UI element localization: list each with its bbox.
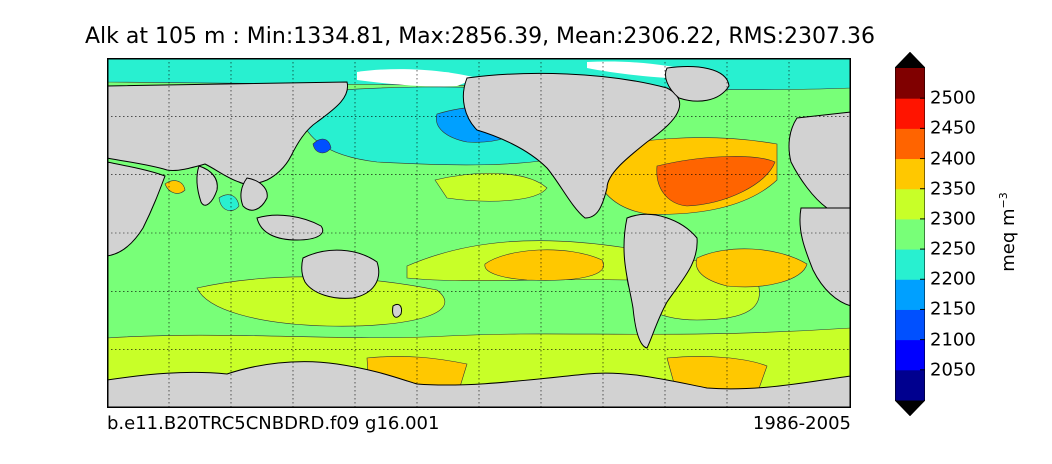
land-maritime-continent	[256, 214, 324, 241]
colorbar-tick-label: 2350	[930, 178, 976, 200]
colorbar-frame	[895, 52, 925, 416]
colorbar-tick-label: 2400	[930, 148, 976, 170]
land-india	[196, 165, 218, 206]
north-atlantic-2400	[656, 156, 776, 207]
colorbar-segment	[895, 369, 925, 401]
units-exponent: −3	[997, 192, 1010, 209]
colorbar-extend-max	[895, 52, 925, 68]
colorbar-tick-label: 2500	[930, 87, 976, 109]
colorbar-segment	[895, 128, 925, 160]
world-map	[107, 58, 851, 408]
land-north-america	[462, 72, 681, 219]
colorbar-tick-label: 2150	[930, 298, 976, 320]
colorbar-segment	[895, 339, 925, 371]
gridlines	[107, 58, 851, 408]
japan-sea-2100	[312, 138, 332, 154]
north-pacific-2300	[434, 173, 548, 202]
colorbar-tick-label: 2050	[930, 359, 976, 381]
land-greenland	[665, 66, 730, 102]
land-antarctica	[107, 361, 851, 408]
colorbar-segment	[895, 279, 925, 310]
colorbar-units: meq m−3	[997, 192, 1019, 272]
colorbar-tick-label: 2250	[930, 238, 976, 260]
colorbar-segment	[895, 98, 925, 129]
colorbar-tick-label: 2450	[930, 117, 976, 139]
ice-missing-1	[357, 69, 477, 87]
colorbar-segment	[895, 249, 925, 280]
land-australia	[301, 249, 380, 299]
colorbar	[895, 52, 925, 416]
colorbar-segment	[895, 68, 925, 99]
land-southeast-asia	[240, 177, 268, 211]
south-atlantic-2350	[695, 248, 808, 288]
colorbar-tick-label: 2100	[930, 329, 976, 351]
map-panel	[107, 58, 851, 408]
date-range: 1986-2005	[752, 413, 851, 434]
units-base: meq m	[998, 208, 1019, 272]
colorbar-tick-label: 2300	[930, 208, 976, 230]
colorbar-segment	[895, 158, 925, 190]
map-title: Alk at 105 m : Min:1334.81, Max:2856.39,…	[84, 24, 875, 49]
land-africa	[107, 161, 166, 257]
colorbar-segment	[895, 188, 925, 220]
indian-2200	[218, 194, 240, 211]
arabian-sea-2350	[164, 180, 186, 194]
colorbar-extend-min	[895, 400, 925, 416]
colorbar-tick-label: 2200	[930, 268, 976, 290]
land-africa-west	[799, 207, 851, 307]
colorbar-segment	[895, 218, 925, 250]
land-south-america	[623, 214, 698, 349]
south-pacific-2350	[484, 249, 604, 281]
land-new-zealand	[392, 303, 402, 318]
land-masses	[107, 66, 851, 408]
colorbar-segment	[895, 309, 925, 341]
map-frame	[107, 58, 851, 408]
case-name: b.e11.B20TRC5CNBDRD.f09 g16.001	[107, 413, 440, 434]
